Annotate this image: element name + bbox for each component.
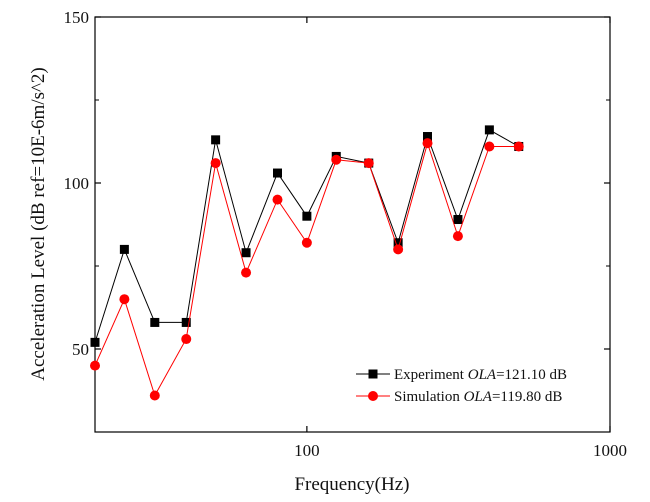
series-layer [90, 125, 524, 401]
data-point-experiment [393, 238, 403, 248]
x-axis-title: Frequency(Hz) [294, 474, 409, 495]
data-point-simulation [272, 194, 283, 205]
data-point-simulation [363, 158, 374, 169]
data-point-simulation [149, 390, 160, 401]
legend-marker-simulation [368, 391, 378, 401]
data-point-simulation [301, 237, 312, 248]
legend-series-name: Simulation [394, 389, 464, 405]
x-tick-label: 100 [294, 441, 320, 460]
data-point-experiment [272, 168, 282, 178]
data-point-simulation [393, 244, 404, 255]
axes: 50 100 150 100 1000 [64, 8, 628, 460]
series-simulation [90, 138, 524, 401]
data-point-experiment [302, 211, 312, 221]
y-axis-title: Acceleration Level (dB ref=10E-6m/s^2) [28, 67, 49, 380]
data-point-simulation [484, 141, 495, 152]
x-tick-label: 1000 [593, 441, 627, 460]
data-point-experiment [423, 132, 433, 142]
data-point-experiment [181, 317, 191, 327]
legend-ola-value: =121.10 dB [496, 367, 567, 383]
data-point-simulation [181, 334, 192, 345]
data-point-experiment [90, 337, 100, 347]
data-point-simulation [90, 360, 100, 371]
legend-marker-experiment [368, 369, 378, 379]
legend-series-name: Experiment [394, 367, 468, 383]
data-point-simulation [241, 267, 252, 278]
data-point-experiment [484, 125, 494, 135]
legend-label-simulation: Simulation OLA=119.80 dB [394, 389, 562, 405]
data-point-experiment [150, 317, 160, 327]
data-point-experiment [453, 215, 463, 225]
legend-ola-label: OLA [468, 367, 497, 383]
legend-label-experiment: Experiment OLA=121.10 dB [394, 367, 567, 383]
data-point-experiment [211, 135, 221, 145]
y-tick-label: 100 [64, 174, 90, 193]
data-point-simulation [513, 141, 524, 152]
y-tick-label: 150 [64, 8, 90, 27]
legend-ola-label: OLA [464, 389, 493, 405]
data-point-simulation [452, 231, 463, 242]
legend-ola-value: =119.80 dB [492, 389, 562, 405]
data-point-experiment [241, 248, 251, 258]
series-line-simulation [94, 141, 519, 397]
y-tick-label: 50 [72, 340, 89, 359]
data-point-simulation [210, 158, 221, 169]
data-point-simulation [422, 138, 433, 149]
data-point-experiment [119, 244, 129, 254]
data-point-simulation [119, 294, 130, 305]
data-point-simulation [331, 154, 342, 165]
plot-frame [94, 16, 611, 433]
